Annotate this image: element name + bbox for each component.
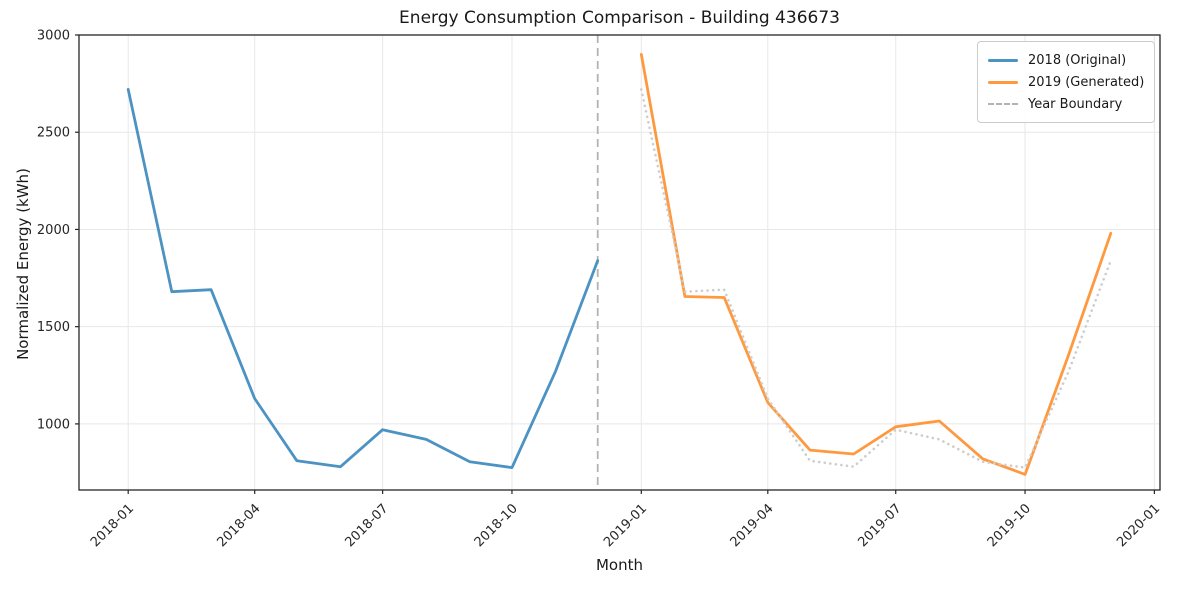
y-tick-label: 3000	[37, 29, 70, 44]
legend-label: 2019 (Generated)	[1028, 74, 1145, 90]
y-tick-label: 2500	[37, 126, 70, 141]
axes-frame	[78, 34, 1161, 491]
x-tick-label: 2019-10	[985, 501, 1034, 550]
x-tick-label: 2018-07	[342, 501, 391, 550]
x-axis-label: Month	[595, 556, 643, 574]
series-line-2018-original-	[126, 88, 600, 470]
y-axis-label: Normalized Energy (kWh)	[14, 168, 32, 360]
legend-item: 2019 (Generated)	[988, 71, 1144, 93]
x-tick-label: 2019-04	[728, 501, 777, 550]
line-swatch-icon	[988, 58, 1018, 62]
x-tick-label: 2018-10	[472, 501, 521, 550]
x-tick-label: 2019-07	[856, 501, 905, 550]
legend-label: Year Boundary	[1028, 96, 1123, 112]
y-tick-label: 1500	[37, 320, 70, 335]
x-tick-label: 2020-01	[1114, 501, 1163, 550]
x-tick-label: 2018-04	[215, 501, 264, 550]
chart-title: Energy Consumption Comparison - Building…	[399, 8, 840, 28]
legend-item: 2018 (Original)	[988, 49, 1144, 71]
legend-item: Year Boundary	[988, 93, 1144, 115]
legend: 2018 (Original) 2019 (Generated) Year Boun…	[977, 41, 1155, 123]
x-tick-label: 2019-01	[601, 501, 650, 550]
y-tick-label: 2000	[37, 223, 70, 238]
legend-label: 2018 (Original)	[1028, 52, 1127, 68]
series-line-dotted-reference	[639, 88, 1113, 469]
series-line-2019-generated-	[639, 53, 1113, 476]
y-tick-label: 1000	[37, 417, 70, 432]
dashed-line-swatch-icon	[988, 103, 1018, 105]
line-swatch-icon	[988, 80, 1018, 84]
x-tick-label: 2018-01	[88, 501, 137, 550]
